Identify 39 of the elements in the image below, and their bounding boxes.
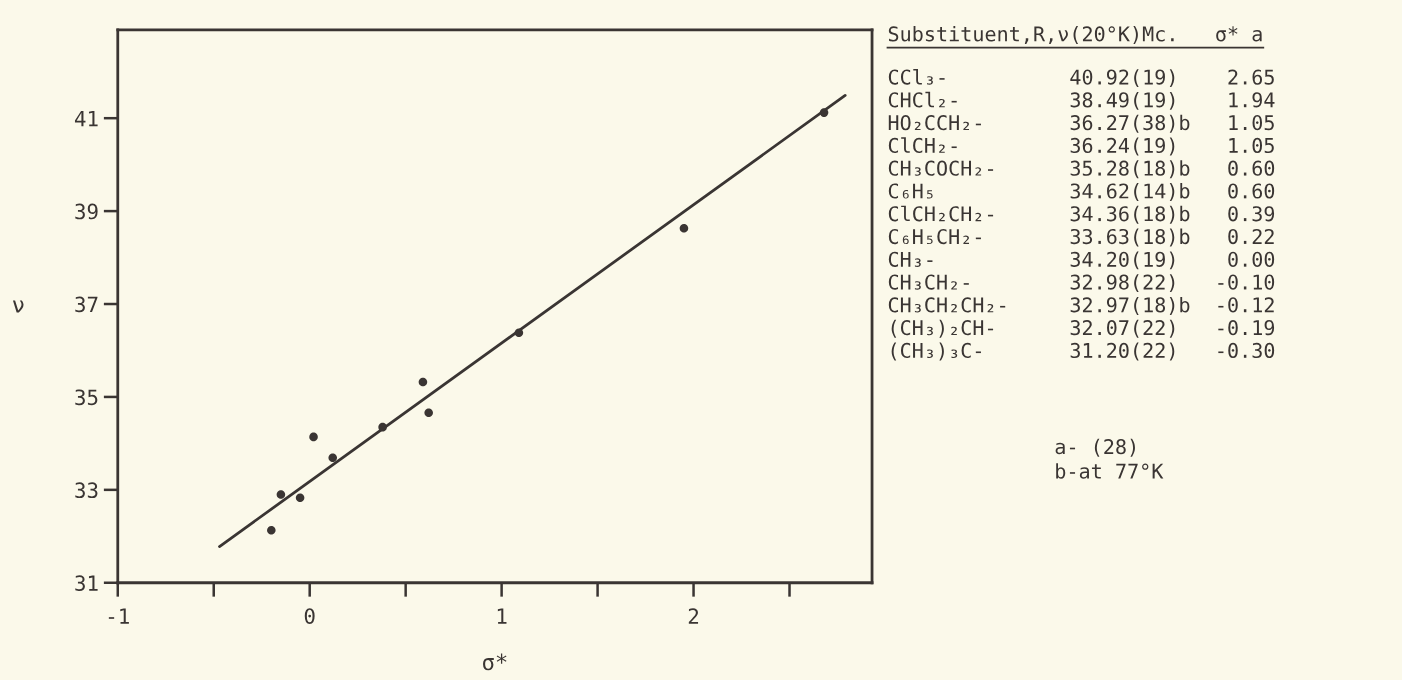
x-axis-title: σ* bbox=[483, 653, 507, 671]
y-tick-label: 35 bbox=[75, 389, 98, 406]
y-tick-label: 39 bbox=[75, 203, 98, 220]
text: b-at 77°K bbox=[1056, 463, 1164, 479]
y-tick-label: 37 bbox=[75, 296, 98, 313]
text: CCl₃- 40.92(19) 2.65 bbox=[888, 69, 1274, 88]
text: (CH₃)₃C- 31.20(22) -0.30 bbox=[891, 342, 1275, 361]
point bbox=[328, 453, 338, 463]
text: a- (28) bbox=[1055, 438, 1135, 457]
y-tick-label: 31 bbox=[75, 575, 98, 592]
point bbox=[267, 525, 276, 535]
point bbox=[679, 224, 689, 233]
y-tick-label: 41 bbox=[74, 110, 98, 127]
text: CH₃- 34.20(19) 0.00 bbox=[888, 251, 1275, 270]
point bbox=[819, 108, 829, 117]
x-tick-label: 0 bbox=[304, 608, 315, 624]
text: ClCH₂CH₂- 34.36(18)b 0.39 bbox=[888, 205, 1275, 224]
text: C₆H₅ 34.62(14)b 0.60 bbox=[888, 183, 1275, 201]
point bbox=[276, 490, 286, 499]
x-tick-label: -1 bbox=[108, 608, 129, 624]
point bbox=[295, 493, 305, 503]
point bbox=[424, 408, 433, 418]
y-tick-label: 33 bbox=[75, 482, 98, 499]
text: HO₂CCH₂- 36.27(38)b 1.05 bbox=[888, 114, 1274, 133]
point bbox=[309, 432, 318, 442]
text: Substituent,R,ν(20°K)Mc. σ* a bbox=[888, 25, 1262, 45]
point bbox=[378, 422, 387, 432]
text: CH₃CH₂CH₂- 32.97(18)b -0.12 bbox=[888, 296, 1274, 315]
x-tick-label: 2 bbox=[688, 608, 699, 624]
text: CHCl₂- 38.49(19) 1.94 bbox=[888, 91, 1275, 110]
text: CH₃CH₂- 32.98(22) -0.10 bbox=[888, 274, 1275, 293]
point bbox=[514, 328, 524, 338]
text: C₆H₅CH₂- 33.63(18)b 0.22 bbox=[888, 228, 1274, 247]
x-tick-label: 1 bbox=[497, 608, 507, 624]
y-axis-title: ν bbox=[12, 300, 24, 313]
text: ClCH₂- 36.24(19) 1.05 bbox=[888, 137, 1274, 156]
text: CH₃COCH₂- 35.28(18)b 0.60 bbox=[888, 160, 1275, 179]
point bbox=[418, 377, 428, 387]
text: (CH₃)₂CH- 32.07(22) -0.19 bbox=[891, 319, 1275, 338]
